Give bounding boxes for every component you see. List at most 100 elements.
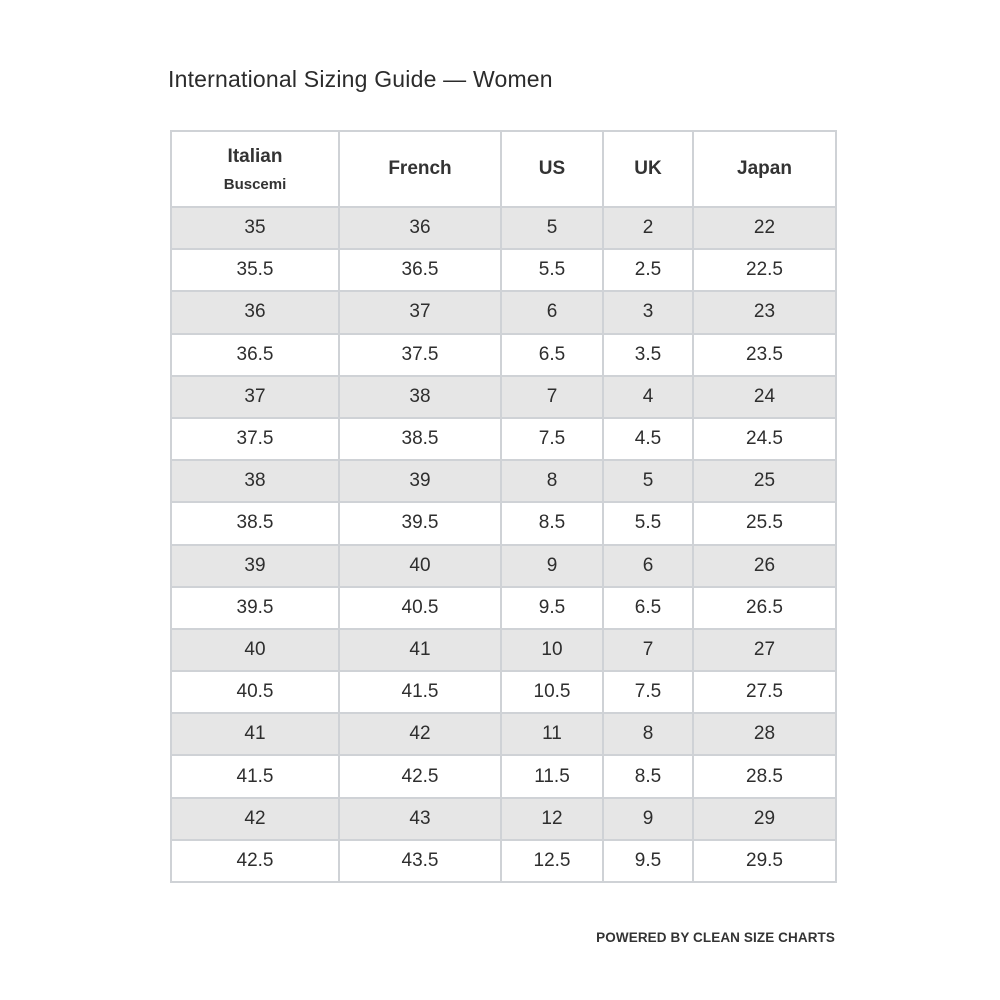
header-sublabel: Buscemi bbox=[223, 175, 287, 193]
table-row: 38 39 8 5 25 bbox=[170, 459, 837, 504]
table-cell: 37.5 bbox=[338, 332, 502, 377]
table-cell: 7 bbox=[602, 627, 694, 673]
table-cell: 37 bbox=[170, 374, 340, 419]
table-row: 41.5 42.5 11.5 8.5 28.5 bbox=[170, 754, 837, 799]
table-cell: 25.5 bbox=[692, 501, 837, 546]
table-cell: 2.5 bbox=[602, 248, 694, 293]
table-cell: 38.5 bbox=[170, 501, 340, 546]
table-cell: 11.5 bbox=[500, 754, 604, 799]
table-cell: 12.5 bbox=[500, 838, 604, 884]
page-title: International Sizing Guide — Women bbox=[168, 66, 553, 92]
table-cell: 41.5 bbox=[338, 670, 502, 715]
table-row: 35.5 36.5 5.5 2.5 22.5 bbox=[170, 248, 837, 293]
table-cell: 28.5 bbox=[692, 754, 837, 799]
table-cell: 8 bbox=[500, 459, 604, 504]
table-cell: 7.5 bbox=[602, 670, 694, 715]
table-row: 41 42 11 8 28 bbox=[170, 712, 837, 757]
table-cell: 26.5 bbox=[692, 585, 837, 630]
table-cell: 36 bbox=[170, 290, 340, 335]
table-cell: 39.5 bbox=[338, 501, 502, 546]
table-row: 39 40 9 6 26 bbox=[170, 543, 837, 588]
table-cell: 40 bbox=[170, 627, 340, 673]
table-cell: 41 bbox=[170, 712, 340, 757]
table-cell: 43 bbox=[338, 796, 502, 841]
table-cell: 27.5 bbox=[692, 670, 837, 715]
table-cell: 6 bbox=[500, 290, 604, 335]
table-cell: 9.5 bbox=[602, 838, 694, 884]
table-cell: 23.5 bbox=[692, 332, 837, 377]
table-row: 42.5 43.5 12.5 9.5 29.5 bbox=[170, 838, 837, 884]
table-cell: 11 bbox=[500, 712, 604, 757]
table-cell: 12 bbox=[500, 796, 604, 841]
table-cell: 35 bbox=[170, 205, 340, 251]
table-cell: 23 bbox=[692, 290, 837, 335]
table-cell: 38.5 bbox=[338, 416, 502, 462]
table-cell: 38 bbox=[170, 459, 340, 504]
table-cell: 41.5 bbox=[170, 754, 340, 799]
table-cell: 40 bbox=[338, 543, 502, 588]
table-cell: 5.5 bbox=[500, 248, 604, 293]
table-cell: 25 bbox=[692, 459, 837, 504]
table-cell: 37.5 bbox=[170, 416, 340, 462]
table-cell: 29.5 bbox=[692, 838, 837, 884]
table-cell: 42 bbox=[338, 712, 502, 757]
table-cell: 36 bbox=[338, 205, 502, 251]
table-row: 37.5 38.5 7.5 4.5 24.5 bbox=[170, 416, 837, 462]
header-japan: Japan bbox=[692, 130, 837, 208]
table-row: 36.5 37.5 6.5 3.5 23.5 bbox=[170, 332, 837, 377]
table-cell: 24 bbox=[692, 374, 837, 419]
table-cell: 6.5 bbox=[602, 585, 694, 630]
table-row: 42 43 12 9 29 bbox=[170, 796, 837, 841]
table-cell: 5.5 bbox=[602, 501, 694, 546]
table-cell: 2 bbox=[602, 205, 694, 251]
table-cell: 8.5 bbox=[500, 501, 604, 546]
table-row: 39.5 40.5 9.5 6.5 26.5 bbox=[170, 585, 837, 630]
table-row: 36 37 6 3 23 bbox=[170, 290, 837, 335]
table-cell: 9 bbox=[602, 796, 694, 841]
table-cell: 39 bbox=[338, 459, 502, 504]
table-row: 40 41 10 7 27 bbox=[170, 627, 837, 673]
table-cell: 40.5 bbox=[338, 585, 502, 630]
table-cell: 22 bbox=[692, 205, 837, 251]
table-cell: 39.5 bbox=[170, 585, 340, 630]
table-cell: 3.5 bbox=[602, 332, 694, 377]
table-cell: 35.5 bbox=[170, 248, 340, 293]
header-row: Italian Buscemi French US UK Japan bbox=[170, 130, 837, 208]
sizing-table: Italian Buscemi French US UK Japan 35 36 5 2… bbox=[170, 130, 837, 884]
powered-by-footer: POWERED BY CLEAN SIZE CHARTS bbox=[596, 930, 835, 945]
header-us: US bbox=[500, 130, 604, 208]
table-cell: 6 bbox=[602, 543, 694, 588]
table-cell: 43.5 bbox=[338, 838, 502, 884]
table-row: 35 36 5 2 22 bbox=[170, 205, 837, 251]
table-cell: 42.5 bbox=[338, 754, 502, 799]
table-cell: 36.5 bbox=[170, 332, 340, 377]
table-row: 40.5 41.5 10.5 7.5 27.5 bbox=[170, 670, 837, 715]
table-cell: 27 bbox=[692, 627, 837, 673]
table-cell: 6.5 bbox=[500, 332, 604, 377]
table-cell: 7.5 bbox=[500, 416, 604, 462]
table-cell: 3 bbox=[602, 290, 694, 335]
table-cell: 9.5 bbox=[500, 585, 604, 630]
header-uk: UK bbox=[602, 130, 694, 208]
table-cell: 37 bbox=[338, 290, 502, 335]
table-cell: 41 bbox=[338, 627, 502, 673]
table-cell: 8.5 bbox=[602, 754, 694, 799]
table-cell: 22.5 bbox=[692, 248, 837, 293]
table-cell: 38 bbox=[338, 374, 502, 419]
table-cell: 42 bbox=[170, 796, 340, 841]
header-french: French bbox=[338, 130, 502, 208]
table-row: 37 38 7 4 24 bbox=[170, 374, 837, 419]
table-cell: 10.5 bbox=[500, 670, 604, 715]
table-row: 38.5 39.5 8.5 5.5 25.5 bbox=[170, 501, 837, 546]
table-cell: 28 bbox=[692, 712, 837, 757]
header-italian: Italian Buscemi bbox=[170, 130, 340, 208]
table-cell: 24.5 bbox=[692, 416, 837, 462]
table-cell: 36.5 bbox=[338, 248, 502, 293]
table-cell: 40.5 bbox=[170, 670, 340, 715]
table-cell: 8 bbox=[602, 712, 694, 757]
table-cell: 39 bbox=[170, 543, 340, 588]
table-cell: 4 bbox=[602, 374, 694, 419]
table-cell: 7 bbox=[500, 374, 604, 419]
table-cell: 10 bbox=[500, 627, 604, 673]
table-cell: 4.5 bbox=[602, 416, 694, 462]
